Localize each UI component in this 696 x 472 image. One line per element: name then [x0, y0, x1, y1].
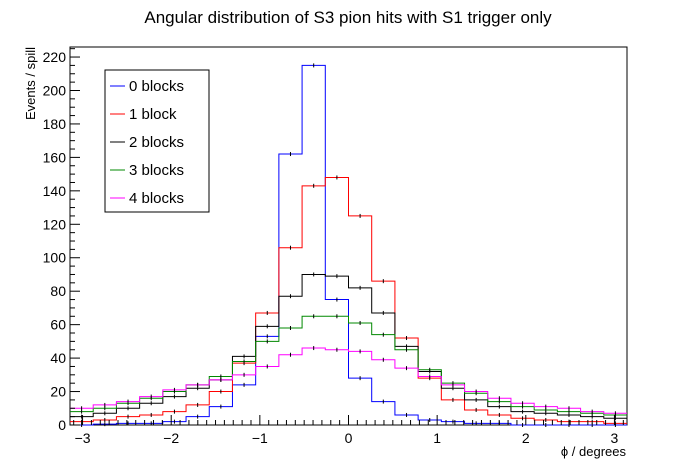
series-line — [70, 347, 627, 414]
y-tick-label: 180 — [43, 116, 67, 132]
series-4-blocks — [70, 346, 627, 416]
x-tick-label: −2 — [163, 430, 179, 446]
x-axis-label: ϕ / degrees — [561, 444, 627, 459]
y-tick-label: 80 — [50, 283, 66, 299]
y-axis-label: Events / spill — [23, 47, 38, 120]
y-tick-label: 20 — [50, 384, 66, 400]
x-tick-label: −3 — [75, 430, 91, 446]
legend-entry-label: 4 blocks — [129, 190, 184, 207]
chart-title: Angular distribution of S3 pion hits wit… — [144, 8, 552, 27]
legend-entry-label: 2 blocks — [129, 134, 184, 151]
x-tick-label: 3 — [611, 430, 619, 446]
y-tick-label: 120 — [43, 216, 67, 232]
axes-layer: 0 20 40 60 80 100 120 140 160 180 200 220 −3 −2 −1 0 1 2 3 — [43, 48, 624, 446]
legend-entry-label: 0 blocks — [129, 78, 184, 95]
y-tick-label: 0 — [58, 417, 66, 433]
x-tick-label: 0 — [345, 430, 353, 446]
y-tick-label: 140 — [43, 183, 67, 199]
x-tick-label: 2 — [522, 430, 530, 446]
y-tick-label: 60 — [50, 317, 66, 333]
series-layer — [70, 63, 627, 427]
y-tick-label: 40 — [50, 350, 66, 366]
legend-entry-label: 3 blocks — [129, 162, 184, 179]
y-tick-label: 220 — [43, 49, 67, 65]
legend-box — [104, 69, 210, 213]
series-1-blocks — [70, 175, 627, 426]
x-tick-label: −1 — [252, 430, 268, 446]
legend-entry-label: 1 block — [129, 106, 177, 123]
y-tick-label: 160 — [43, 149, 67, 165]
legend: 0 blocks 1 block 2 blocks 3 blocks 4 blocks — [104, 69, 210, 213]
y-tick-label: 100 — [43, 250, 67, 266]
y-tick-label: 200 — [43, 82, 67, 98]
series-line — [70, 176, 627, 424]
x-tick-label: 1 — [433, 430, 441, 446]
